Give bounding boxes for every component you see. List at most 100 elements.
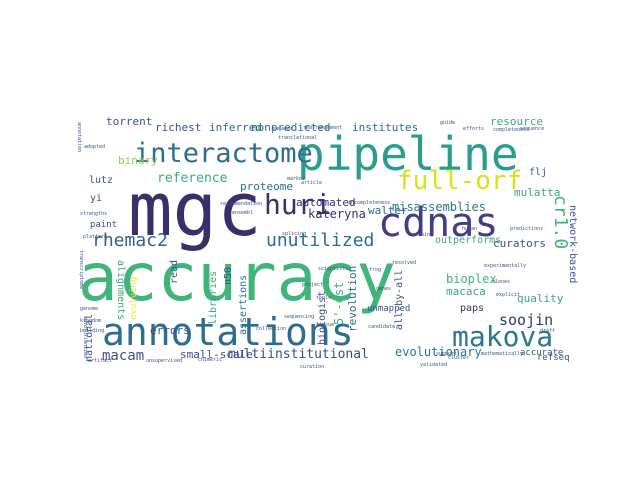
word-human: human [462,226,477,232]
word-tissue: tissue [316,322,334,328]
word-yi: yi [90,193,102,204]
word-genome: genome [80,306,98,312]
word-richest: richest [155,121,201,134]
word-article: article [301,180,322,186]
word-macaca: macaca [446,285,486,298]
word-mathematically: mathematically [481,351,523,357]
word-network-based: network-based [567,205,578,283]
word-rearrangement: rearrangement [303,125,342,131]
word-adopted: adopted [84,144,105,150]
word-annotation: annotation [76,122,82,152]
word-clones: clones [492,279,510,285]
word-inferred: inferred [209,121,262,134]
word-curators: curators [493,237,546,250]
word-full-orf: full-orf [397,166,522,196]
word-quality: quality [517,292,564,305]
cloud-background [75,118,570,368]
word-refseq: refseq [537,353,570,363]
word-alignments: alignments [115,260,126,320]
word-walter: walter [368,204,408,217]
word-torrent: torrent [106,115,152,128]
word-national: national [84,314,95,362]
word-chimeric: chimeric [198,357,222,363]
word-genes: genes [376,286,391,292]
word-building: building [80,328,104,334]
word-recommendation: recommendation [220,201,262,207]
word-candidate: candidate [368,324,395,330]
word-evolutionary: evolutionary [395,345,482,359]
word-institutes: institutes [352,121,418,134]
word-cloning: cloning [412,232,433,238]
word-multiinstitutional: multiinstitutional [228,347,369,362]
word-guide: guide [440,120,455,126]
word-explicit: explicit [496,292,520,298]
word-unsupervised: unsupervised [146,358,182,364]
word-manager: manager [272,126,293,132]
word-predictions: predictions [510,226,543,232]
word-assertions: assertions [238,275,249,335]
word-sequencing: sequencing [284,314,314,320]
word-scientists: scientists [318,266,348,272]
word-bioplex: bioplex [446,272,497,286]
word-curation: curation [300,364,324,370]
word-automated: automated [296,196,356,209]
word-revolution: revolution [346,266,359,332]
word-cdnas: cdnas [378,200,498,246]
word-ensembl: ensembl [232,210,253,216]
word-accuracy: accuracy [78,239,396,316]
word-paps: paps [460,303,484,314]
word-libraries: libraries [208,271,219,325]
word-accurate: accurate [520,348,563,358]
word-sequence: sequence [520,126,544,132]
word-rhemac2: rhemac2 [92,230,168,251]
word-experimentally: experimentally [484,263,526,269]
word-errors: errors [150,324,190,337]
word-proteome: proteome [240,180,293,193]
word-macam: macam [102,348,144,364]
word-biologist: biologist [317,291,328,345]
word-splicing: splicing [282,231,306,237]
word-platform: platform [83,234,107,240]
word-cluster: cluster [448,355,469,361]
word-interactome: interactome [134,138,313,169]
word-annotations: annotations [102,310,354,354]
word-read: read [169,260,180,284]
word-markov: markov [287,176,305,182]
word-incompleteness: incompleteness [348,200,390,206]
word-tools: tools [316,295,331,301]
word-draft: draft [540,328,555,334]
word-project: project [302,282,323,288]
word-misassemblies: misassemblies [392,200,486,214]
word-unmapped: unmapped [367,304,410,314]
word-evolving: evolving [129,277,139,320]
word-mulatta: mulatta [514,186,560,199]
word-5-est: 5'-est [332,282,346,325]
word-artifact: artifact [88,358,112,364]
word-completeness: completeness [493,127,529,133]
word-resource: resource [490,115,543,128]
word-outperforms: outperforms [435,235,501,246]
word-huri: huri [264,188,331,221]
word-lutz: lutz [89,175,113,186]
word-resolved: resolved [392,260,416,266]
word-all-by-all: all-by-all [394,270,405,330]
word-frog: frog [369,267,381,273]
word-support: support [436,351,457,357]
word-kateryna: kateryna [308,207,366,221]
word-revolutionized: revolutionized [82,316,88,358]
word-strengths: strengths [80,211,107,217]
word-collection: collection [256,326,286,332]
word-unutilized: unutilized [266,230,374,251]
word-transcriptome: transcriptome [78,250,84,289]
word-reference: reference [157,171,228,186]
word-mgc: mgc [128,167,262,253]
word-paint: paint [90,220,117,230]
word-small-scale: small-scale [180,348,253,361]
word-flj: flj [529,167,547,178]
word-efforts: efforts [463,126,484,132]
word-nonpredicted: nonpredicted [251,121,330,134]
word-soojin: soojin [499,311,553,329]
word-kingdom: kingdom [80,318,101,324]
